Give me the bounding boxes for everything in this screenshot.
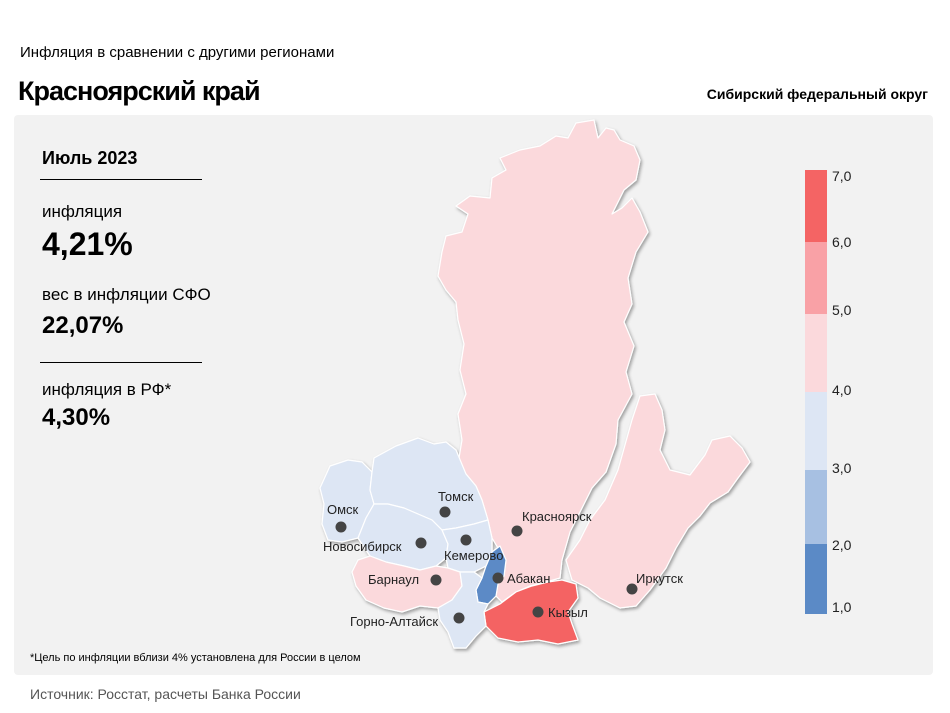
region-irkutsk xyxy=(565,393,751,609)
rf-inflation-value: 4,30% xyxy=(42,404,111,431)
city-dot-barnaul xyxy=(430,574,442,586)
region-kemerovo xyxy=(441,519,493,573)
legend-tick-4: 4,0 xyxy=(832,382,852,398)
city-dot-tomsk xyxy=(439,506,451,518)
inflation-label: инфляция xyxy=(42,202,123,221)
city-label-barnaul: Барнаул xyxy=(368,572,419,587)
legend-band-3-4 xyxy=(805,392,827,470)
region-novosibirsk xyxy=(357,503,449,571)
city-dot-krasnoyarsk xyxy=(511,525,523,537)
legend-tick-3: 3,0 xyxy=(832,460,852,476)
legend-tick-1: 1,0 xyxy=(832,599,852,615)
divider-top xyxy=(40,179,202,180)
city-dot-gorno-altaysk xyxy=(453,612,465,624)
district-label: Сибирский федеральный округ xyxy=(706,86,928,102)
legend-band-1-2 xyxy=(805,544,827,614)
city-dot-abakan xyxy=(492,572,504,584)
page-subtitle: Инфляция в сравнении с другими регионами xyxy=(20,44,335,61)
footnote: *Цель по инфляции вблизи 4% установлена … xyxy=(30,652,361,664)
city-dot-novosibirsk xyxy=(415,537,427,549)
legend-band-5-6 xyxy=(805,242,827,314)
legend-band-2-3 xyxy=(805,470,827,544)
inflation-value: 4,21% xyxy=(42,226,133,262)
period-label: Июль 2023 xyxy=(42,148,138,168)
region-khakassia xyxy=(475,545,507,605)
city-label-novosibirsk: Новосибирск xyxy=(323,539,402,554)
city-label-kyzyl: Кызыл xyxy=(548,605,588,620)
page-title: Красноярский край xyxy=(18,76,261,106)
region-tuva xyxy=(483,579,579,645)
rf-inflation-label: инфляция в РФ* xyxy=(42,380,172,399)
city-label-abakan: Абакан xyxy=(507,571,550,586)
city-dot-kemerovo xyxy=(460,534,472,546)
city-label-gorno-altaysk: Горно-Алтайск xyxy=(350,614,438,629)
legend-tick-2: 2,0 xyxy=(832,537,852,553)
legend-band-6-7 xyxy=(805,170,827,242)
legend-tick-5: 5,0 xyxy=(832,302,852,318)
city-label-irkutsk: Иркутск xyxy=(636,571,683,586)
legend-band-4-5 xyxy=(805,314,827,392)
color-legend: 7,0 6,0 5,0 4,0 3,0 2,0 1,0 xyxy=(805,168,852,615)
city-dot-irkutsk xyxy=(626,583,638,595)
city-dot-kyzyl xyxy=(532,606,544,618)
source-note: Источник: Росстат, расчеты Банка России xyxy=(30,686,301,702)
legend-tick-6: 6,0 xyxy=(832,234,852,250)
divider-bottom xyxy=(40,362,202,363)
legend-tick-7: 7,0 xyxy=(832,168,852,184)
city-label-omsk: Омск xyxy=(327,502,359,517)
city-dot-omsk xyxy=(335,521,347,533)
weight-value: 22,07% xyxy=(42,312,124,339)
weight-label: вес в инфляции СФО xyxy=(42,285,211,304)
city-label-tomsk: Томск xyxy=(438,489,474,504)
city-label-krasnoyarsk: Красноярск xyxy=(522,509,592,524)
city-label-kemerovo: Кемерово xyxy=(444,548,503,563)
region-altai-republic xyxy=(437,571,489,649)
